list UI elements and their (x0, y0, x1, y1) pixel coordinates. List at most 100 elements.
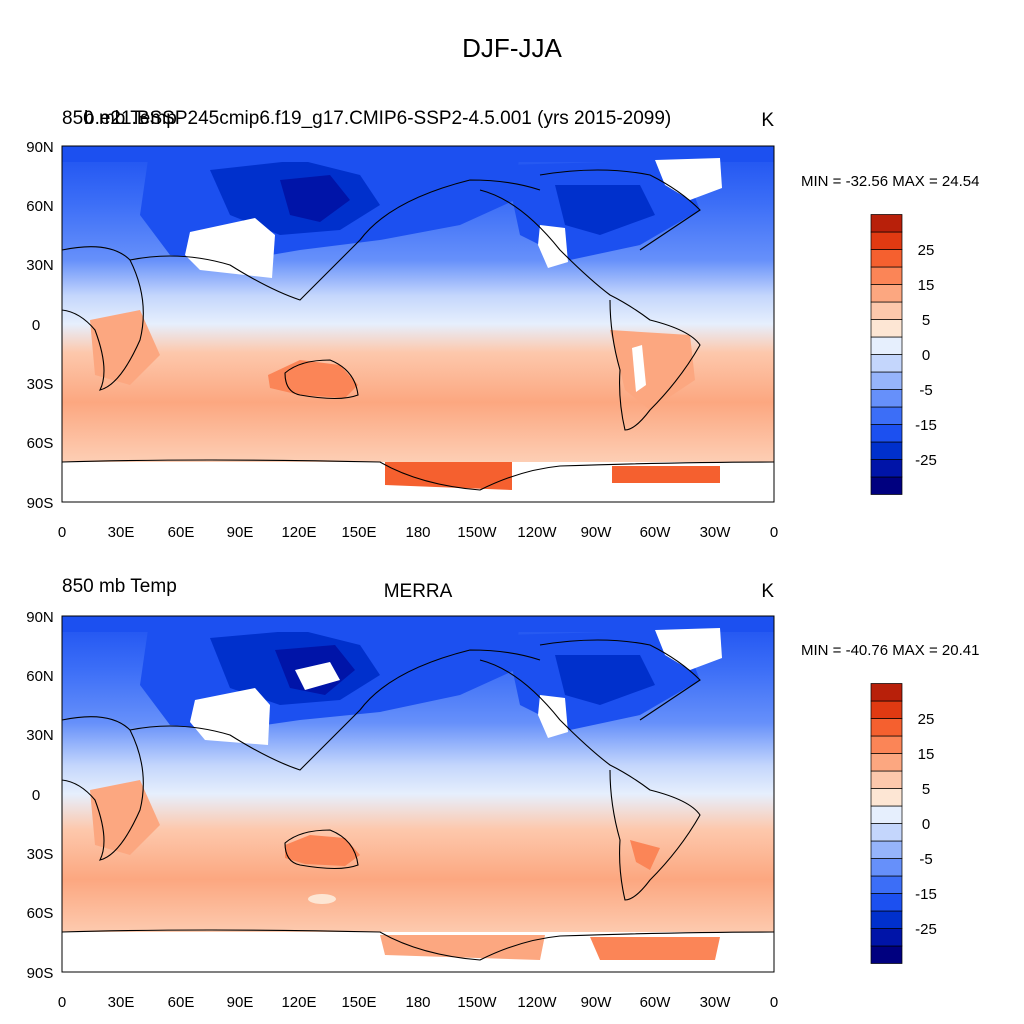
colorbar-tick-label: 15 (918, 746, 935, 763)
lon-tick-label: 120E (281, 524, 316, 541)
colorbar-tick-label: 25 (918, 711, 935, 728)
panel-units: K (761, 110, 774, 131)
terrain-mask (538, 695, 568, 738)
panel-center-label: MERRA (384, 581, 453, 602)
colorbar-tick-label: 15 (918, 277, 935, 294)
lon-tick-label: 150W (457, 524, 497, 541)
lon-tick-label: 150W (457, 994, 497, 1011)
lon-tick-label: 180 (405, 524, 430, 541)
colorbar-tick-label: -5 (919, 851, 932, 868)
colorbar-tick-label: -5 (919, 382, 932, 399)
terrain-mask (185, 218, 275, 278)
figure-title: DJF-JJA (462, 33, 562, 63)
minmax-stats: MIN = -40.76 MAX = 20.41 (801, 642, 979, 659)
colorbar-tick-label: -25 (915, 452, 937, 469)
lat-tick-label: 60N (26, 198, 54, 215)
minmax-stats: MIN = -32.56 MAX = 24.54 (801, 173, 979, 190)
contour-band (280, 175, 350, 222)
colorbar-swatch (870, 214, 903, 233)
terrain-mask (190, 688, 270, 745)
contour-band (612, 466, 720, 483)
colorbar-swatch (870, 406, 903, 425)
contour-band (62, 616, 774, 632)
colorbar-swatch (870, 770, 903, 789)
panel-units: K (761, 581, 774, 602)
colorbar-swatch (870, 354, 903, 373)
lon-tick-label: 30E (108, 524, 135, 541)
colorbar-swatch (870, 371, 903, 390)
colorbar-swatch (870, 441, 903, 460)
lon-tick-label: 150E (341, 994, 376, 1011)
lat-tick-label: 90N (26, 139, 54, 156)
contour-band (630, 840, 660, 870)
lon-tick-label: 120E (281, 994, 316, 1011)
lat-tick-label: 30N (26, 257, 54, 274)
lon-axis: 0 30E 60E 90E 120E 150E 180 150W 120W 90… (58, 524, 778, 541)
panel-case-name: b.e21.BSSP245cmip6.f19_g17.CMIP6-SSP2-4.… (84, 108, 671, 129)
lon-tick-label: 90W (581, 524, 613, 541)
lat-tick-label: 60S (27, 435, 54, 452)
lat-tick-label: 30S (27, 846, 54, 863)
colorbar-swatch (870, 875, 903, 894)
colorbar-swatch (870, 910, 903, 929)
coastlines (62, 639, 774, 961)
lon-tick-label: 60E (168, 524, 195, 541)
colorbar-swatch (870, 700, 903, 719)
lon-axis: 0 30E 60E 90E 120E 150E 180 150W 120W 90… (58, 994, 778, 1011)
colorbar-tick-label: -25 (915, 921, 937, 938)
colorbar-swatch (870, 266, 903, 285)
lat-tick-label: 90N (26, 609, 54, 626)
panel-left-label: 850 mb Temp (62, 108, 177, 129)
lon-tick-label: 0 (58, 524, 66, 541)
terrain-mask (295, 662, 340, 690)
lat-tick-label: 30S (27, 376, 54, 393)
map-frame (61, 615, 775, 973)
lon-tick-label: 90W (581, 994, 613, 1011)
contour-band (308, 894, 336, 904)
lat-axis: 90N 60N 30N 0 30S 60S 90S (26, 609, 54, 982)
colorbar-swatch (870, 788, 903, 807)
lat-tick-label: 90S (27, 965, 54, 982)
lat-tick-label: 90S (27, 495, 54, 512)
contour-band (380, 935, 545, 960)
colorbar-swatch (870, 840, 903, 859)
colorbar-tick-label: -15 (915, 417, 937, 434)
colorbar-tick-label: -15 (915, 886, 937, 903)
colorbar-swatch (870, 805, 903, 824)
lon-tick-label: 0 (58, 994, 66, 1011)
lat-axis: 90N 60N 30N 0 30S 60S 90S (26, 139, 54, 512)
map-frame (61, 145, 775, 503)
colorbar: 25 15 5 0 -5 -15 -25 (870, 214, 937, 495)
contour-band (555, 655, 655, 705)
colorbar-swatch (870, 249, 903, 268)
panel-model: 850 mb Temp b.e21.BSSP245cmip6.f19_g17.C… (26, 108, 979, 541)
contour-band (555, 185, 655, 235)
terrain-mask (538, 225, 568, 268)
colorbar-swatch (870, 319, 903, 338)
colorbar-swatch (870, 893, 903, 912)
map-field (62, 616, 774, 972)
lon-tick-label: 120W (517, 994, 557, 1011)
contour-band (285, 835, 360, 866)
terrain-mask (655, 628, 722, 670)
colorbar-swatch (870, 231, 903, 250)
map-field (62, 146, 774, 502)
colorbar-swatch (870, 718, 903, 737)
lon-tick-label: 90E (227, 524, 254, 541)
lat-tick-label: 0 (32, 317, 40, 334)
coastlines (62, 169, 774, 491)
contour-band (590, 937, 720, 960)
terrain-mask (655, 158, 722, 200)
lon-tick-label: 30E (108, 994, 135, 1011)
panel-left-label: 850 mb Temp (62, 576, 177, 597)
colorbar-swatch (870, 476, 903, 495)
colorbar-swatch (870, 683, 903, 702)
lon-tick-label: 30W (700, 994, 732, 1011)
colorbar: 25 15 5 0 -5 -15 -25 (870, 683, 937, 964)
colorbar-tick-label: 25 (918, 242, 935, 259)
terrain-mask (632, 345, 646, 392)
colorbar-swatch (870, 284, 903, 303)
lat-tick-label: 0 (32, 787, 40, 804)
colorbar-tick-label: 5 (922, 781, 930, 798)
